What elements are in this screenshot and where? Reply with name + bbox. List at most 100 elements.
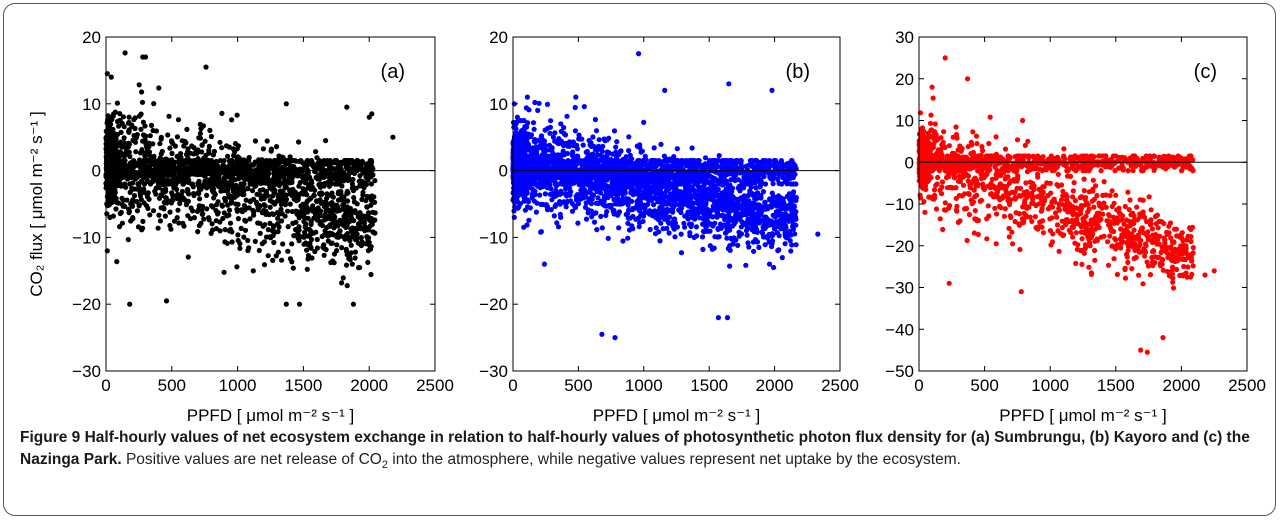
scatter-point [270,199,276,205]
figure-frame [3,3,1276,516]
scatter-point [627,152,633,158]
scatter-point [339,183,345,189]
scatter-point [114,259,120,265]
scatter-point [178,151,184,157]
scatter-point [228,174,234,181]
scatter-point [225,153,231,159]
scatter-point [125,237,131,243]
scatter-point [125,129,132,135]
scatter-point [237,245,243,251]
scatter-point [275,215,281,221]
scatter-point [137,193,143,199]
scatter-point [369,193,375,199]
scatter-point [338,221,344,227]
scatter-point [365,214,371,220]
scatter-point [232,165,238,171]
scatter-point [190,184,196,190]
scatter-point [579,136,585,142]
scatter-point [282,178,288,184]
scatter-point [757,217,763,223]
scatter-point [355,265,362,271]
scatter-point [176,220,182,226]
scatter-point [139,187,145,193]
scatter-point [138,126,144,132]
x-tick-label: 2500 [416,376,454,395]
scatter-point [727,263,733,269]
scatter-point [242,217,248,223]
scatter-point [535,107,541,113]
scatter-point [234,146,240,152]
scatter-point [215,211,221,217]
scatter-point [136,82,142,88]
scatter-point [337,207,343,214]
scatter-point [140,218,146,224]
scatter-point [232,141,239,147]
scatter-point [338,189,344,195]
scatter-point [104,165,110,171]
scatter-point [313,149,319,155]
scatter-point [108,178,115,184]
scatter-point [328,259,334,266]
scatter-point [250,207,256,213]
scatter-point [289,259,295,265]
scatter-point [158,136,164,142]
scatter-point [327,222,333,228]
scatter-point [116,123,122,129]
scatter-point [118,209,124,215]
scatter-point [159,148,165,155]
scatter-point [175,195,181,201]
scatter-point [260,223,266,229]
scatter-point [110,149,116,155]
scatter-point [302,187,308,194]
scatter-point [591,219,598,225]
scatter-point [523,105,530,111]
scatter-point [309,255,315,261]
scatter-point [235,232,241,238]
panel-label: (a) [381,61,405,83]
scatter-point [127,181,133,187]
scatter-point [308,244,314,250]
scatter-point [131,116,137,123]
scatter-point [340,275,346,281]
scatter-point [304,266,310,272]
scatter-point [239,209,245,215]
scatter-point [321,252,327,258]
scatter-point [157,176,163,182]
scatter-point [276,182,282,188]
scatter-point [240,174,246,180]
scatter-point [248,167,254,173]
scatter-point [348,226,354,232]
scatter-point-outlier [203,64,209,70]
scatter-point [108,136,114,142]
scatter-point [208,230,214,236]
scatter-point [237,165,243,171]
scatter-point [276,196,282,202]
scatter-point [265,162,271,169]
scatter-point [222,239,228,245]
scatter-point [181,181,187,187]
scatter-point [156,185,162,191]
scatter-point [279,218,285,224]
scatter-point [155,170,161,176]
scatter-point [287,165,293,171]
scatter-point [575,220,581,226]
scatter-point [687,230,693,236]
scatter-point [137,157,143,163]
scatter-point [201,181,207,187]
scatter-point [229,239,235,245]
scatter-point [273,144,280,150]
scatter-point [144,164,150,170]
scatter-point [233,201,239,207]
scatter-point [150,208,157,214]
scatter-point [348,242,354,248]
scatter-point [180,163,186,169]
scatter-point [296,158,302,164]
scatter-point [158,164,165,170]
scatter-point [247,216,253,222]
scatter-point [277,157,283,163]
scatter-point [699,209,706,215]
scatter-point [303,177,309,183]
scatter-point [290,186,296,192]
scatter-point [278,206,284,212]
scatter-point [185,254,191,260]
